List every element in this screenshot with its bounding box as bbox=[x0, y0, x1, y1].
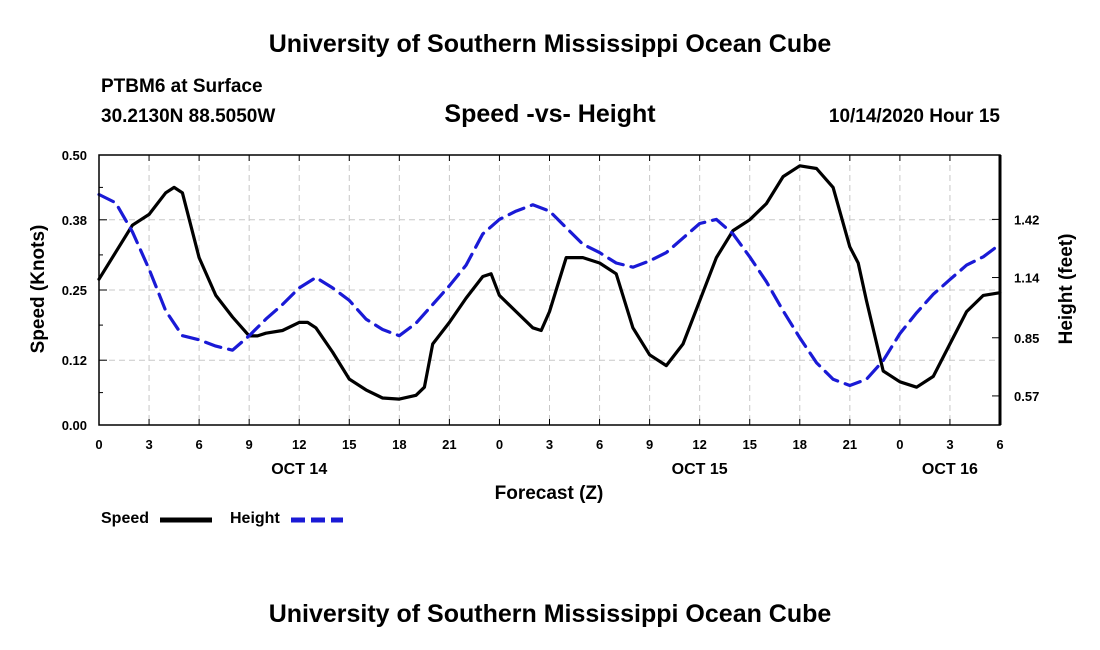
legend-speed-label: Speed bbox=[101, 510, 150, 527]
chart-title: Speed -vs- Height bbox=[444, 100, 656, 128]
x-tick-label: 21 bbox=[442, 437, 456, 452]
station-label: PTBM6 at Surface bbox=[101, 76, 263, 97]
x-tick-label: 15 bbox=[742, 437, 756, 452]
y-tick-label-right: 0.85 bbox=[1014, 331, 1039, 346]
grid-lines bbox=[99, 155, 1000, 425]
x-tick-label: 3 bbox=[546, 437, 553, 452]
station-coordinates: 30.2130N 88.5050W bbox=[101, 106, 276, 127]
forecast-timestamp: 10/14/2020 Hour 15 bbox=[828, 106, 1000, 127]
page-title-top: University of Southern Mississippi Ocean… bbox=[268, 30, 832, 58]
y-tick-label-left: 0.25 bbox=[62, 283, 87, 298]
y-tick-label-left: 0.00 bbox=[62, 418, 87, 433]
x-tick-label: 12 bbox=[692, 437, 706, 452]
x-axis-title: Forecast (Z) bbox=[495, 483, 604, 504]
y-tick-label-left: 0.50 bbox=[62, 148, 87, 163]
x-tick-label: 6 bbox=[195, 437, 202, 452]
x-tick-label: 0 bbox=[95, 437, 102, 452]
series-height-line bbox=[97, 192, 1002, 388]
y-tick-label-right: 0.57 bbox=[1014, 389, 1039, 404]
x-tick-label: 18 bbox=[392, 437, 406, 452]
y-axis-right-title: Height (feet) bbox=[1056, 234, 1077, 345]
y-tick-label-right: 1.42 bbox=[1014, 212, 1039, 227]
x-tick-label: 15 bbox=[342, 437, 356, 452]
x-tick-label: 9 bbox=[246, 437, 253, 452]
x-tick-label: 3 bbox=[145, 437, 152, 452]
x-tick-label: 0 bbox=[896, 437, 903, 452]
y-tick-label-left: 0.12 bbox=[62, 353, 87, 368]
date-label: OCT 15 bbox=[672, 461, 728, 478]
x-tick-label: 12 bbox=[292, 437, 306, 452]
x-tick-label: 21 bbox=[843, 437, 857, 452]
y-tick-label-left: 0.38 bbox=[62, 213, 87, 228]
y-axis-left-title: Speed (Knots) bbox=[28, 225, 49, 354]
legend-height-label: Height bbox=[230, 510, 280, 527]
y-tick-label-right: 1.14 bbox=[1014, 271, 1040, 286]
series-lines bbox=[97, 164, 1002, 401]
date-label: OCT 14 bbox=[271, 461, 327, 478]
x-tick-label: 6 bbox=[596, 437, 603, 452]
axes bbox=[98, 154, 1002, 426]
x-tick-label: 3 bbox=[946, 437, 953, 452]
x-tick-label: 9 bbox=[646, 437, 653, 452]
x-tick-label: 0 bbox=[496, 437, 503, 452]
date-label: OCT 16 bbox=[922, 461, 978, 478]
page-title-bottom: University of Southern Mississippi Ocean… bbox=[268, 600, 832, 628]
tick-labels: 0 3 6 9 12 15 18 21 0 3 6 9 12 15 18 21 0 3 6 OCT 14 OCT 15 O… bbox=[62, 148, 1040, 478]
x-tick-label: 6 bbox=[996, 437, 1003, 452]
x-tick-label: 18 bbox=[793, 437, 807, 452]
